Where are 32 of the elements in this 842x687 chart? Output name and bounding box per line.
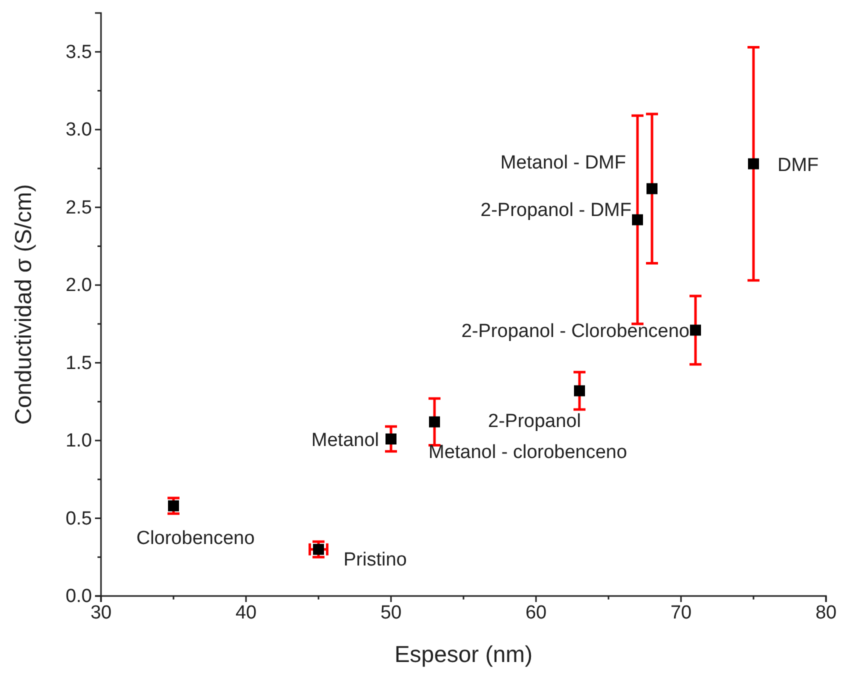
point [748, 158, 759, 170]
y-tick-label: 2.0 [66, 275, 92, 296]
point [646, 183, 658, 194]
annotation: 2-Propanol - Clorobenceno [461, 321, 690, 342]
annotation: Clorobenceno [136, 528, 255, 549]
y-tick-label: 0.5 [66, 508, 92, 530]
annotation: Metanol - clorobenceno [428, 442, 628, 463]
y-tick-label: 1.0 [66, 430, 92, 452]
annotation: Pristino [344, 549, 407, 570]
x-tick-label: 80 [815, 602, 837, 624]
x-axis-title: Espesor (nm) [394, 641, 533, 667]
point [690, 324, 701, 336]
annotation: Metanol [311, 430, 379, 451]
point [574, 385, 585, 396]
x-tick-label: 40 [235, 602, 257, 624]
annotation: DMF [778, 154, 819, 176]
x-tick-label: 50 [380, 602, 402, 624]
y-tick-label: 3.0 [66, 120, 92, 141]
annotation: 2-Propanol [488, 410, 581, 432]
annotation: 2-Propanol - DMF [480, 200, 632, 221]
x-tick-label: 30 [90, 602, 112, 624]
point [429, 416, 440, 428]
y-tick-label: 2.5 [66, 197, 92, 218]
annotation: Metanol - DMF [500, 152, 626, 174]
point [386, 433, 396, 444]
x-tick-label: 60 [525, 602, 547, 624]
point [632, 214, 643, 226]
y-tick-label: 0.0 [66, 586, 92, 608]
y-tick-label: 1.5 [66, 352, 92, 374]
y-axis-title: Conductividad σ (S/cm) [10, 184, 36, 425]
y-tick-label: 3.5 [66, 42, 92, 63]
x-tick-label: 70 [670, 602, 692, 624]
